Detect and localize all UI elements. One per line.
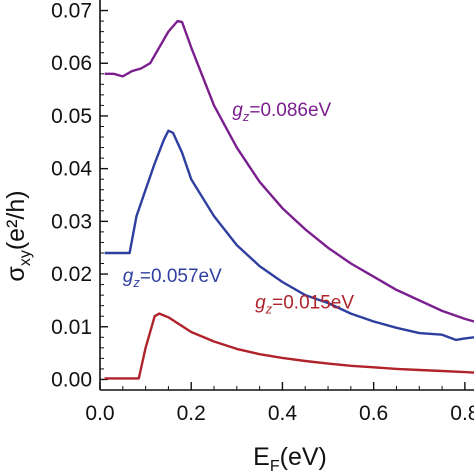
y-axis-title-sub: xy — [17, 250, 34, 266]
y-tick-label: 0.03 — [51, 210, 92, 233]
y-tick-label: 0.02 — [51, 263, 92, 286]
x-tick-label: 0.2 — [177, 402, 206, 425]
svg-text:EF(eV): EF(eV) — [253, 443, 327, 474]
y-axis-title-main: σ — [2, 266, 30, 282]
y-axis-title: σxy(e²/h) — [2, 190, 34, 281]
series-label-2: gz=0.057eV — [123, 266, 222, 290]
series-label-3: gz=0.015eV — [255, 292, 354, 316]
x-axis-title-sub: F — [270, 458, 280, 474]
y-tick-label: 0.05 — [51, 105, 92, 128]
x-tick-label: 0.6 — [359, 402, 388, 425]
x-tick-label: 0.8 — [450, 402, 474, 425]
y-tick-label: 0.01 — [51, 316, 92, 339]
x-tick-label: 0.0 — [85, 402, 114, 425]
svg-text:σxy(e²/h): σxy(e²/h) — [2, 190, 34, 281]
x-axis-title-rest: (eV) — [280, 443, 327, 471]
x-tick-label: 0.4 — [268, 402, 298, 425]
y-tick-label: 0.04 — [51, 158, 92, 181]
plot-area: 0.00 0.01 0.02 0.03 0.04 0.05 0.06 0.07 0.0 0.2 0.… — [51, 0, 474, 425]
y-tick-label: 0.06 — [51, 52, 92, 75]
series-line-1 — [104, 19, 474, 323]
y-tick-label: 0.07 — [51, 0, 92, 23]
x-axis-title-main: E — [253, 443, 270, 471]
y-tick-label: 0.00 — [51, 368, 92, 391]
x-axis-title: EF(eV) — [253, 443, 327, 474]
y-axis-title-rest: (e²/h) — [2, 190, 30, 250]
series-line-3 — [104, 312, 474, 380]
series-line-2 — [104, 129, 474, 342]
series-label-1: gz=0.086eV — [232, 100, 331, 124]
